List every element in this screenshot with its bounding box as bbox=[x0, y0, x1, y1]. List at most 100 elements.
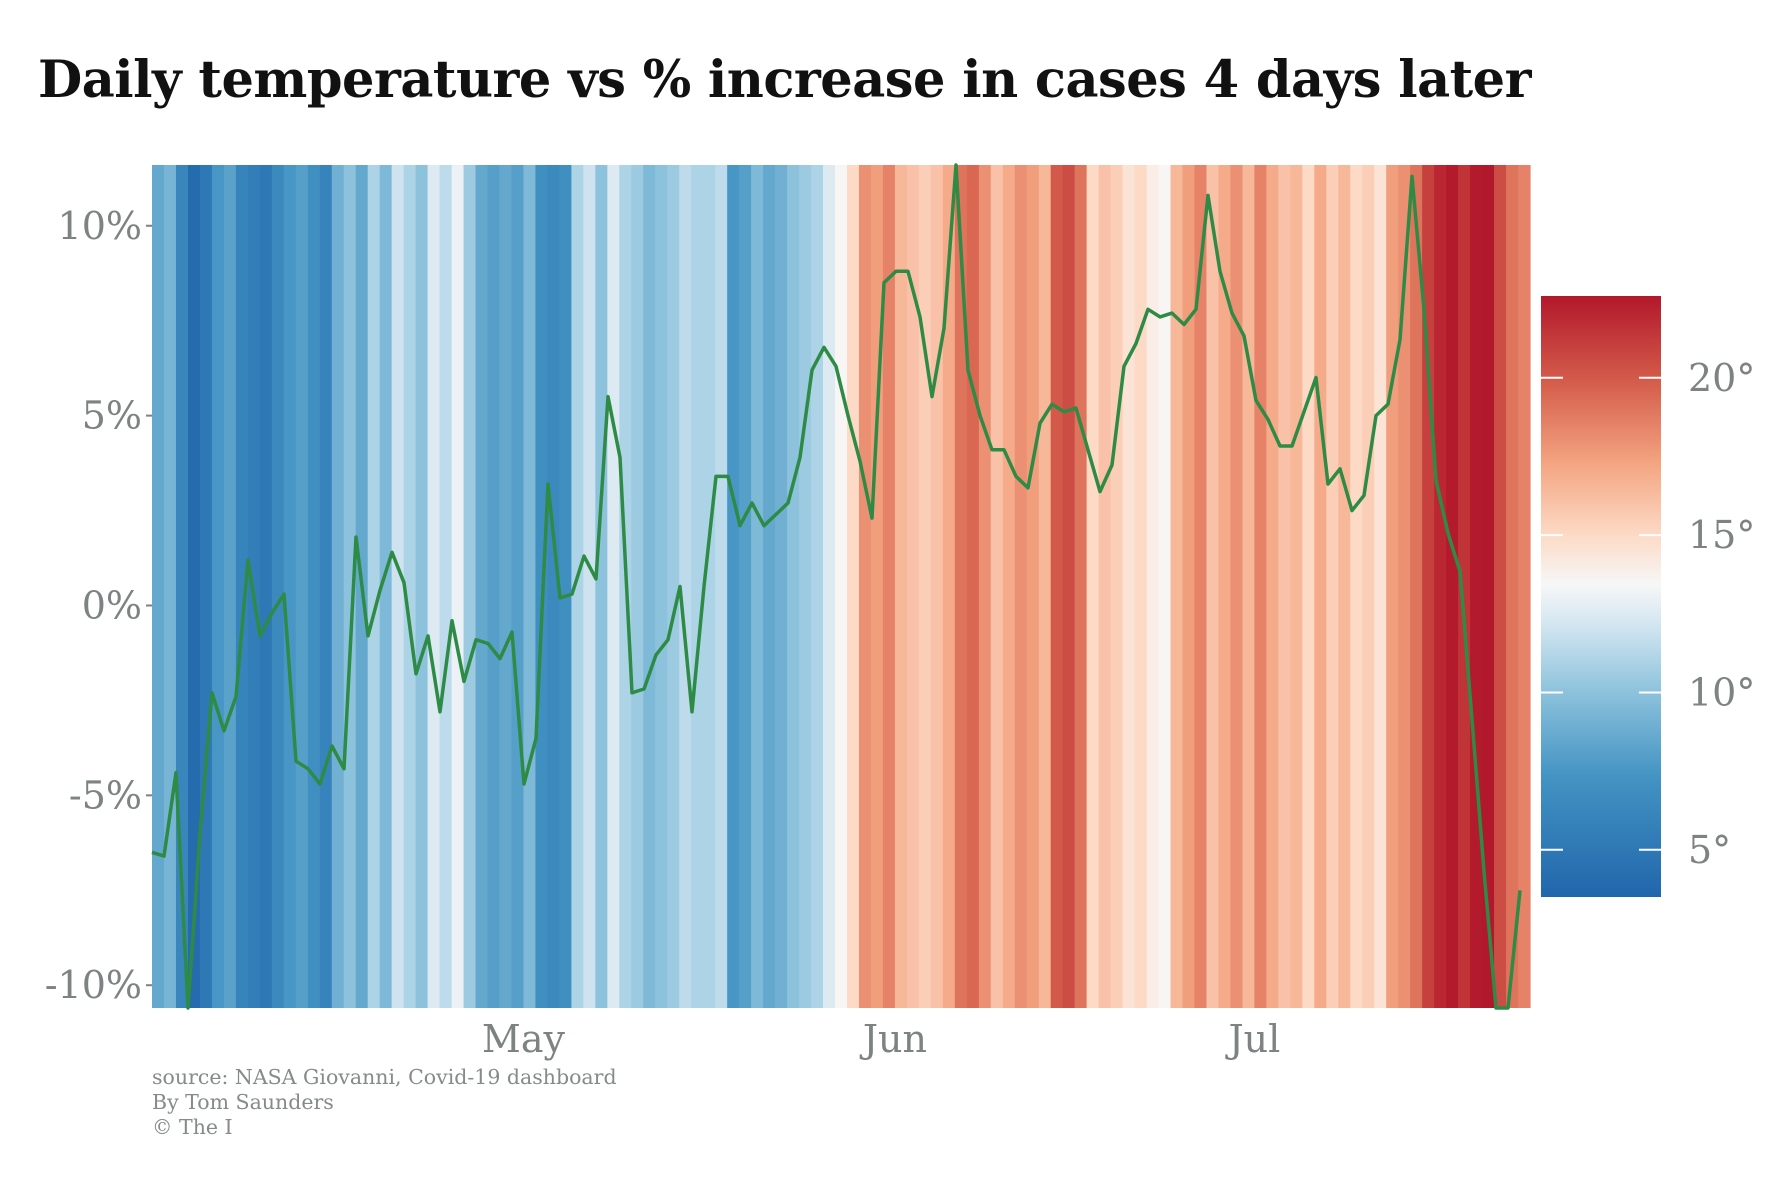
temperature-stripe bbox=[211, 165, 225, 1008]
temperature-stripe bbox=[1182, 165, 1196, 1008]
temperature-stripe bbox=[223, 165, 237, 1008]
temperature-stripe bbox=[1494, 165, 1507, 1008]
temperature-stripe bbox=[1062, 165, 1076, 1008]
temperature-stripe bbox=[1434, 165, 1447, 1008]
temperature-stripe bbox=[966, 165, 980, 1008]
temperature-stripe bbox=[1398, 165, 1411, 1008]
temperature-stripe bbox=[187, 165, 201, 1008]
temperature-stripe bbox=[1266, 165, 1279, 1008]
y-tick-label: 10% bbox=[58, 204, 142, 248]
temperature-stripe bbox=[559, 165, 572, 1008]
temperature-stripe bbox=[199, 165, 213, 1008]
temperature-stripe bbox=[259, 165, 273, 1008]
temperature-stripe bbox=[858, 165, 872, 1008]
y-axis: 10% 5% 0% -5% -10% bbox=[45, 204, 152, 1007]
temperature-stripe bbox=[631, 165, 644, 1008]
temperature-stripe bbox=[547, 165, 561, 1008]
temperature-stripe bbox=[583, 165, 596, 1008]
temperature-stripe bbox=[942, 165, 956, 1008]
temperature-stripe bbox=[978, 165, 992, 1008]
temperature-stripe bbox=[163, 165, 177, 1008]
temperature-stripe bbox=[715, 165, 728, 1008]
temperature-stripe bbox=[906, 165, 920, 1008]
temperature-stripe bbox=[1254, 165, 1267, 1008]
line-layer bbox=[151, 163, 1522, 1010]
temperature-stripe bbox=[1014, 165, 1028, 1008]
chart-title: Daily temperature vs % increase in cases… bbox=[38, 50, 1532, 110]
temperature-stripe bbox=[1350, 165, 1363, 1008]
temperature-stripe bbox=[1110, 165, 1124, 1008]
temperature-stripe bbox=[1074, 165, 1088, 1008]
temperature-stripe bbox=[894, 165, 908, 1008]
temperature-stripe bbox=[739, 165, 752, 1008]
temperature-stripe bbox=[271, 165, 285, 1008]
temperature-stripe bbox=[1374, 165, 1387, 1008]
temperature-stripe bbox=[1218, 165, 1232, 1008]
temperature-stripe bbox=[427, 165, 441, 1008]
temperature-stripe bbox=[595, 165, 608, 1008]
temperature-stripe bbox=[439, 165, 453, 1008]
temperature-stripe bbox=[846, 165, 860, 1008]
temperature-stripe bbox=[870, 165, 884, 1008]
temperature-stripe bbox=[607, 165, 620, 1008]
temperature-stripe bbox=[1482, 165, 1495, 1008]
author-credit: By Tom Saunders bbox=[152, 1090, 334, 1114]
temperature-stripe bbox=[1518, 165, 1531, 1008]
temperature-stripe bbox=[463, 165, 477, 1008]
temperature-stripe bbox=[235, 165, 249, 1008]
temperature-stripe bbox=[655, 165, 668, 1008]
temperature-stripe bbox=[1446, 165, 1459, 1008]
temperature-stripe bbox=[1002, 165, 1016, 1008]
temperature-stripe bbox=[727, 165, 740, 1008]
temperature-stripe bbox=[1422, 165, 1435, 1008]
temperature-stripe bbox=[1470, 165, 1483, 1008]
colorbar-tick-label: 15° bbox=[1688, 513, 1755, 557]
temperature-stripe bbox=[823, 165, 836, 1008]
temperature-stripe bbox=[1410, 165, 1423, 1008]
temperature-stripe bbox=[1242, 165, 1255, 1008]
temperature-stripe bbox=[379, 165, 393, 1008]
temperature-stripe bbox=[1290, 165, 1303, 1008]
x-tick-label: May bbox=[482, 1017, 566, 1061]
colorbar-tick-label: 10° bbox=[1688, 670, 1755, 714]
source-credit: source: NASA Giovanni, Covid-19 dashboar… bbox=[152, 1065, 617, 1089]
temperature-stripe bbox=[679, 165, 692, 1008]
temperature-stripe bbox=[1146, 165, 1160, 1008]
temperature-stripe bbox=[775, 165, 788, 1008]
y-tick-label: -5% bbox=[69, 773, 142, 817]
temperature-stripe bbox=[751, 165, 764, 1008]
temperature-stripe bbox=[1386, 165, 1399, 1008]
temperature-stripe bbox=[1458, 165, 1471, 1008]
temperature-stripe bbox=[835, 165, 848, 1008]
temperature-stripe bbox=[1302, 165, 1315, 1008]
temperature-stripe bbox=[283, 165, 297, 1008]
temperature-stripe bbox=[811, 165, 824, 1008]
temperature-stripe bbox=[1206, 165, 1220, 1008]
temperature-stripe bbox=[487, 165, 501, 1008]
temperature-stripe bbox=[1278, 165, 1291, 1008]
temperature-stripe bbox=[1026, 165, 1040, 1008]
temperature-stripe bbox=[667, 165, 680, 1008]
colorbar-scale bbox=[1541, 296, 1661, 897]
temperature-stripe bbox=[511, 165, 525, 1008]
temperature-stripe bbox=[1038, 165, 1052, 1008]
temperature-stripe bbox=[247, 165, 261, 1008]
temperature-stripe bbox=[918, 165, 932, 1008]
temperature-stripe bbox=[523, 165, 537, 1008]
temperature-stripe bbox=[990, 165, 1004, 1008]
temperature-stripe bbox=[295, 165, 309, 1008]
temperature-stripe bbox=[1158, 165, 1172, 1008]
temperature-stripe bbox=[367, 165, 381, 1008]
temperature-stripe bbox=[391, 165, 405, 1008]
temperature-stripe bbox=[1170, 165, 1184, 1008]
temperature-stripe bbox=[643, 165, 656, 1008]
temperature-stripe bbox=[954, 165, 968, 1008]
temperature-stripe bbox=[175, 165, 189, 1008]
temperature-stripe bbox=[882, 165, 896, 1008]
temperature-stripe bbox=[415, 165, 429, 1008]
temperature-stripe bbox=[1098, 165, 1112, 1008]
temperature-stripe bbox=[763, 165, 776, 1008]
y-tick-label: 0% bbox=[82, 583, 142, 627]
temperature-stripe bbox=[1338, 165, 1351, 1008]
